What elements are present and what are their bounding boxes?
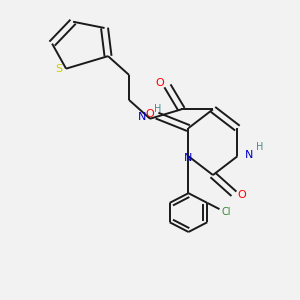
Text: S: S — [55, 64, 62, 74]
Text: N: N — [245, 150, 254, 160]
Text: O: O — [145, 109, 154, 119]
Text: O: O — [155, 78, 164, 88]
Text: H: H — [154, 104, 161, 114]
Text: N: N — [184, 153, 193, 163]
Text: N: N — [138, 112, 146, 122]
Text: H: H — [256, 142, 264, 152]
Text: Cl: Cl — [221, 207, 230, 217]
Text: O: O — [237, 190, 246, 200]
